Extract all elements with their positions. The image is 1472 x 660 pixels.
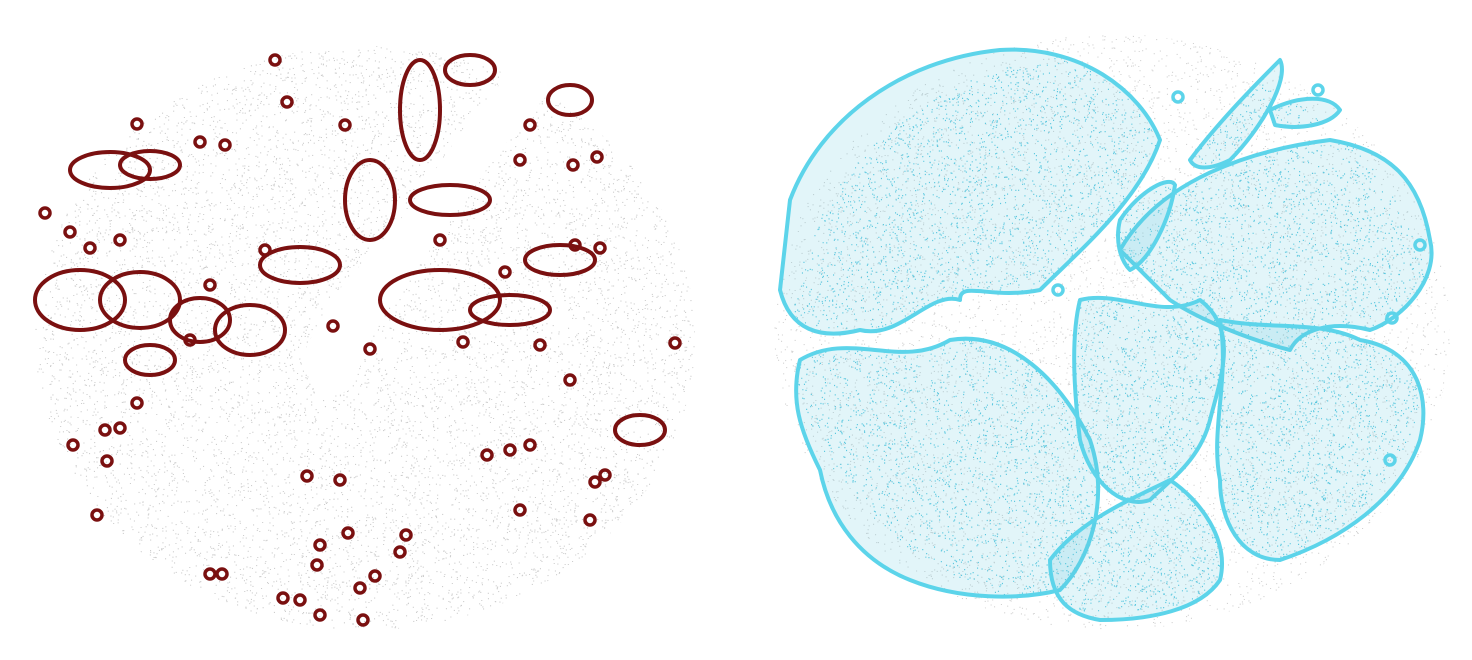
right-region-outline (1116, 179, 1177, 272)
left-tissue-gap (300, 60, 560, 400)
left-spot-ring (90, 508, 104, 522)
left-spot-ring (333, 473, 347, 487)
left-spot-ring (513, 153, 527, 167)
left-spot-ring (353, 581, 367, 595)
right-highlighted-regions (778, 47, 1434, 622)
left-cluster-outline (213, 303, 287, 357)
right-spot-ring (1311, 83, 1325, 97)
left-cluster-outline (123, 343, 177, 377)
left-cluster-outline (613, 413, 667, 447)
left-spot-ring (300, 469, 314, 483)
left-spot-ring (38, 206, 52, 220)
left-spot-ring (310, 558, 324, 572)
left-cluster-outline (343, 158, 397, 242)
left-spot-ring (480, 448, 494, 462)
left-spot-ring (215, 567, 229, 581)
left-cluster-outline (118, 149, 182, 181)
left-spot-ring (280, 95, 294, 109)
left-spot-ring (503, 443, 517, 457)
left-spot-ring (568, 238, 582, 252)
left-spot-ring (588, 475, 602, 489)
left-cluster-outline (398, 58, 442, 162)
left-spot-ring (368, 569, 382, 583)
right-region-outline (1268, 96, 1342, 129)
left-spot-ring (98, 423, 112, 437)
right-region-outline (794, 336, 1100, 599)
left-cluster-outline (443, 53, 497, 87)
right-spot-ring (1171, 90, 1185, 104)
left-spot-ring (203, 278, 217, 292)
left-spot-ring (563, 373, 577, 387)
left-spot-ring (63, 225, 77, 239)
right-region-outline (1072, 295, 1226, 504)
left-spot-ring (523, 118, 537, 132)
left-spot-ring (498, 265, 512, 279)
left-spot-ring (183, 333, 197, 347)
left-spot-ring (293, 593, 307, 607)
left-spot-ring (363, 342, 377, 356)
left-spot-ring (583, 513, 597, 527)
right-region-outline (778, 47, 1162, 336)
left-spot-ring (433, 233, 447, 247)
left-spot-ring (218, 138, 232, 152)
right-spot-ring (1051, 283, 1065, 297)
right-region-outline (1215, 318, 1426, 562)
left-spot-ring (130, 117, 144, 131)
right-region-outline (1188, 58, 1284, 170)
left-spot-ring (590, 150, 604, 164)
left-spot-ring (341, 526, 355, 540)
left-spot-ring (203, 567, 217, 581)
left-spot-ring (258, 243, 272, 257)
left-spot-ring (113, 233, 127, 247)
right-background-points (774, 35, 1450, 630)
right-spot-ring (1383, 453, 1397, 467)
left-cluster-outline (98, 270, 182, 330)
left-cluster-outline (168, 296, 232, 344)
left-spot-ring (326, 319, 340, 333)
left-spot-ring (393, 545, 407, 559)
left-spot-ring (523, 438, 537, 452)
left-spot-ring (276, 591, 290, 605)
left-cluster-outline (523, 243, 597, 277)
left-highlighted-regions (33, 53, 682, 627)
left-spot-ring (566, 158, 580, 172)
left-tissue-panel (33, 46, 695, 629)
left-spot-ring (313, 608, 327, 622)
left-spot-ring (513, 503, 527, 517)
left-spot-ring (338, 118, 352, 132)
left-cluster-outline (68, 150, 152, 190)
right-tissue-panel (774, 35, 1450, 630)
right-spot-ring (1413, 238, 1427, 252)
left-spot-ring (399, 528, 413, 542)
left-spot-ring (313, 538, 327, 552)
left-spot-ring (83, 241, 97, 255)
left-spot-ring (593, 241, 607, 255)
left-spot-ring (268, 53, 282, 67)
right-region-outline (1118, 138, 1434, 352)
left-spot-ring (193, 135, 207, 149)
left-spot-ring (356, 613, 370, 627)
left-spot-ring (100, 454, 114, 468)
left-spot-ring (598, 468, 612, 482)
left-spot-ring (456, 335, 470, 349)
left-cluster-outline (408, 183, 492, 217)
left-cluster-outline (33, 268, 127, 332)
left-cluster-outline (258, 245, 342, 285)
right-region-outline (1048, 478, 1224, 622)
left-cluster-outline (546, 83, 594, 117)
left-cluster-outline (378, 268, 502, 332)
left-spot-ring (130, 396, 144, 410)
left-spot-ring (668, 336, 682, 350)
left-spot-ring (533, 338, 547, 352)
left-cluster-outline (468, 293, 552, 327)
left-spot-ring (113, 421, 127, 435)
left-spot-ring (66, 438, 80, 452)
right-spot-ring (1385, 311, 1399, 325)
left-background-points (35, 46, 695, 629)
